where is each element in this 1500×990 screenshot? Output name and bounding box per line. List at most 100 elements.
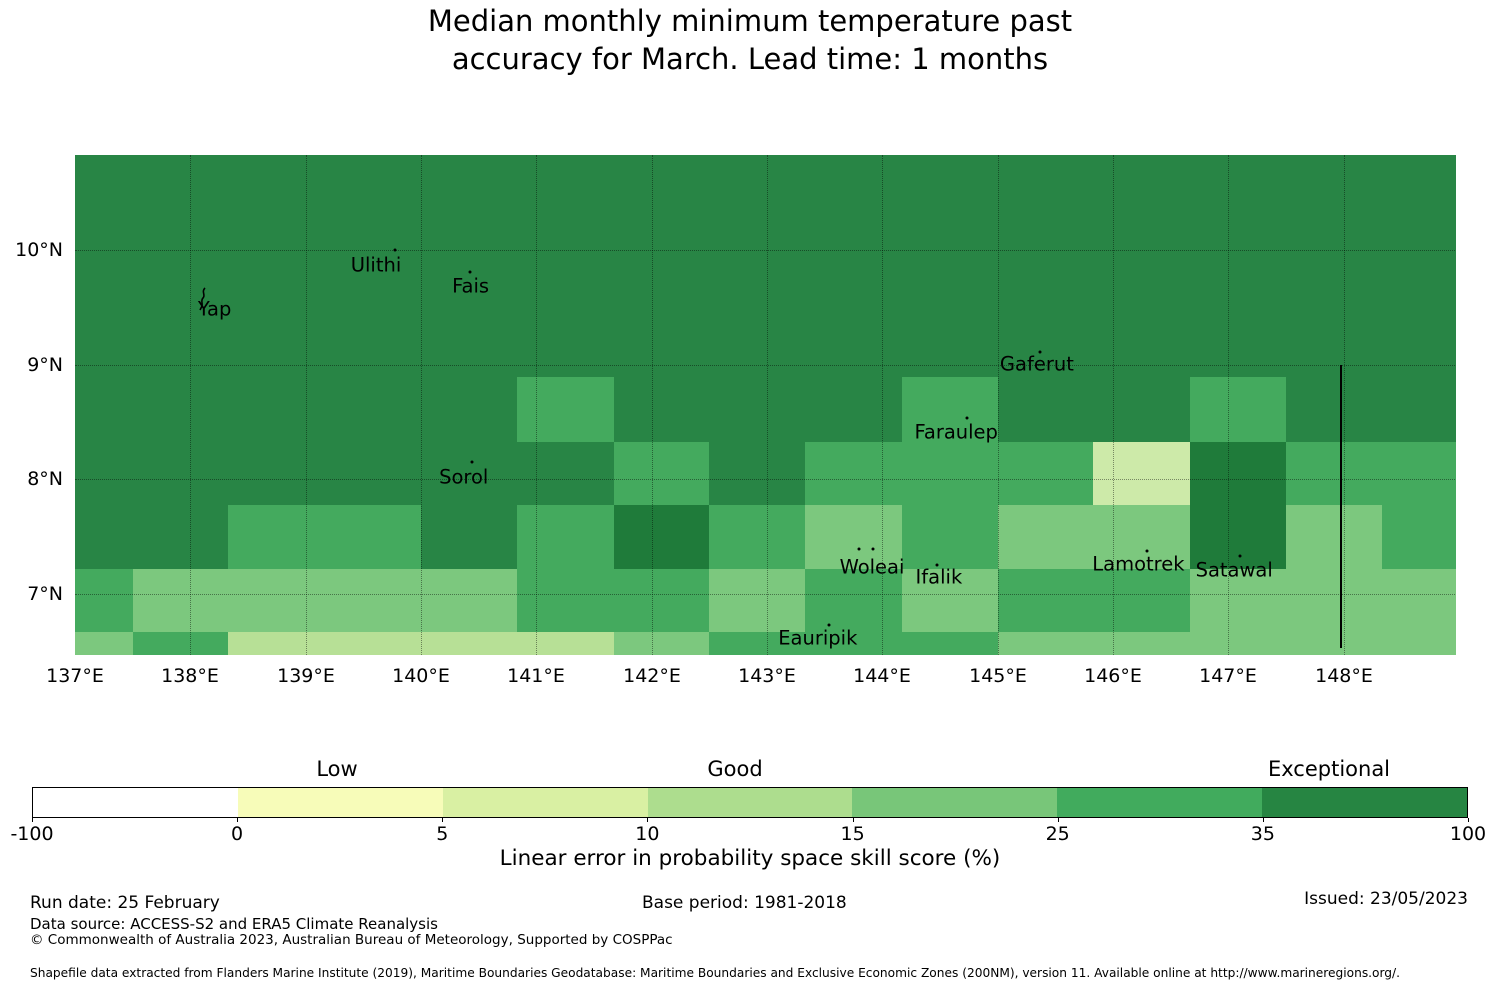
map-cell: [902, 187, 998, 250]
map-cell: [1286, 377, 1382, 442]
map-cell: [325, 377, 421, 442]
meridian-gridline: [882, 155, 883, 655]
colorbar-tick-mark: [237, 818, 239, 822]
map-cell: [325, 569, 421, 632]
x-tick-label: 146°E: [1084, 665, 1142, 687]
base-period-text: Base period: 1981-2018: [642, 893, 847, 913]
map-cell: [998, 155, 1093, 187]
colorbar-tick-label: 25: [1045, 823, 1070, 845]
map-cell: [517, 250, 614, 314]
x-tick-label: 142°E: [623, 665, 681, 687]
colorbar-tick-label: -100: [10, 823, 54, 845]
map-cell: [614, 187, 709, 250]
x-tick-label: 148°E: [1315, 665, 1373, 687]
map-cell: [325, 250, 421, 314]
place-label-yap: Yap: [197, 297, 232, 320]
island-marker-dot: [827, 623, 831, 627]
map-cell: [1286, 155, 1382, 187]
map-cell: [325, 314, 421, 377]
map-cell: [228, 187, 325, 250]
map-cell: [1190, 314, 1286, 377]
map-cell: [1382, 187, 1456, 250]
map-cell: [709, 442, 805, 505]
map-cell: [421, 569, 517, 632]
map-cell: [228, 505, 325, 569]
map-cell: [1093, 155, 1190, 187]
colorbar-tick-mark: [1057, 818, 1059, 822]
map-cell: [805, 314, 902, 377]
place-label-sorol: Sorol: [439, 465, 489, 489]
x-tick-label: 140°E: [392, 665, 450, 687]
meridian-gridline: [1344, 155, 1345, 655]
map-cell: [75, 187, 133, 250]
map-cell: [614, 314, 709, 377]
map-cell: [998, 569, 1093, 632]
map-cell: [805, 442, 902, 505]
map-cell: [75, 250, 133, 314]
map-cell: [517, 377, 614, 442]
map-cell: [228, 632, 325, 655]
meridian-gridline: [998, 155, 999, 655]
island-marker-dot: [1038, 350, 1042, 354]
map-cell: [75, 155, 133, 187]
map-cell: [133, 505, 228, 569]
map-cell: [902, 505, 998, 569]
island-marker-dot: [965, 416, 969, 419]
map-cell: [614, 442, 709, 505]
map-cell: [1382, 314, 1456, 377]
x-tick-label: 138°E: [161, 665, 219, 687]
map-cell: [805, 155, 902, 187]
map-cell: [902, 314, 998, 377]
map-cell: [902, 442, 998, 505]
parallel-gridline: [75, 594, 1455, 595]
place-label-ulithi: Ulithi: [350, 253, 402, 277]
map-cell: [325, 187, 421, 250]
map-cell: [1382, 569, 1456, 632]
map-cell: [75, 377, 133, 442]
map-cell: [421, 187, 517, 250]
map-cell: [614, 155, 709, 187]
map-cell: [1286, 442, 1382, 505]
place-label-ifalik: Ifalik: [915, 565, 963, 589]
map-cell: [1190, 187, 1286, 250]
colorbar-segment-5-10: [442, 788, 648, 817]
place-label-fais: Fais: [452, 274, 490, 298]
colorbar-tick-mark: [1262, 818, 1264, 822]
map-cell: [902, 155, 998, 187]
map-cell: [1286, 569, 1382, 632]
map-cell: [709, 187, 805, 250]
map-cell: [1190, 632, 1286, 655]
map-cell: [998, 187, 1093, 250]
map-cell: [998, 442, 1093, 505]
map-cell: [133, 632, 228, 655]
colorbar-tick-label: 15: [840, 823, 865, 845]
map-cell: [709, 155, 805, 187]
map-cell: [133, 377, 228, 442]
map-cell: [228, 569, 325, 632]
map-cell: [75, 442, 133, 505]
map-cell: [902, 632, 998, 655]
run-date-text: Run date: 25 February: [30, 893, 220, 913]
map-cell: [1190, 505, 1286, 569]
island-marker-dot: [935, 563, 939, 567]
map-cell: [228, 442, 325, 505]
island-marker-dot: [1145, 549, 1148, 552]
map-cell: [709, 314, 805, 377]
meridian-gridline: [536, 155, 537, 655]
map-cell: [709, 632, 805, 655]
map-cell: [325, 632, 421, 655]
x-tick-label: 143°E: [738, 665, 796, 687]
map-cell: [1382, 155, 1456, 187]
map-cell: [1190, 155, 1286, 187]
data-source-text: Data source: ACCESS-S2 and ERA5 Climate …: [30, 915, 438, 933]
map-cell: [133, 250, 228, 314]
place-label-faraulep: Faraulep: [914, 420, 998, 444]
map-cell: [1093, 377, 1190, 442]
map-cell: [1190, 250, 1286, 314]
shapefile-attribution-text: Shapefile data extracted from Flanders M…: [30, 966, 1401, 980]
map-cell: [614, 569, 709, 632]
map-cell: [805, 250, 902, 314]
colorbar-axis-label: Linear error in probability space skill …: [499, 846, 1001, 871]
y-tick-label: 10°N: [15, 239, 63, 261]
